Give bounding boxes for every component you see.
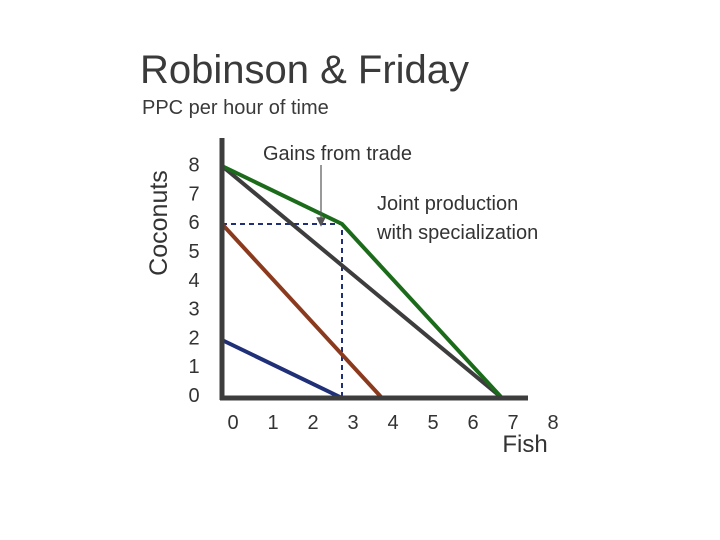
x-tick-label: 8: [547, 412, 558, 434]
y-tick-label: 7: [188, 183, 199, 205]
slide-title: Robinson & Friday: [140, 48, 470, 92]
y-tick-label: 0: [188, 385, 199, 407]
y-tick-label: 6: [188, 212, 199, 234]
joint-production-label: Joint production with specialization: [376, 193, 538, 244]
gains-from-trade-label: Gains from trade: [263, 143, 412, 165]
y-tick-label: 4: [188, 270, 199, 292]
ppc-line-3: [220, 164, 504, 400]
x-tick-label: 1: [267, 412, 278, 434]
ppc-line-4: [221, 164, 504, 400]
slide-subtitle: PPC per hour of time: [142, 97, 329, 119]
ppc-line-1: [221, 338, 343, 400]
joint-production-line-2: with specialization: [376, 222, 538, 244]
x-tick-label: 6: [467, 412, 478, 434]
x-tick-label: 2: [307, 412, 318, 434]
y-tick-label: 2: [188, 327, 199, 349]
y-tick-label: 5: [188, 241, 199, 263]
x-tick-label: 7: [507, 412, 518, 434]
x-tick-label: 3: [347, 412, 358, 434]
y-tick-label: 3: [188, 299, 199, 321]
y-tick-label: 1: [188, 356, 199, 378]
ppc-line-2: [220, 222, 384, 400]
y-tick-label: 8: [188, 155, 199, 177]
joint-production-line-1: Joint production: [377, 193, 518, 215]
x-tick-label: 5: [427, 412, 438, 434]
x-tick-label: 4: [387, 412, 398, 434]
y-axis-label: Coconuts: [145, 170, 173, 276]
x-tick-label: 0: [227, 412, 238, 434]
x-axis-label: Fish: [502, 431, 547, 458]
